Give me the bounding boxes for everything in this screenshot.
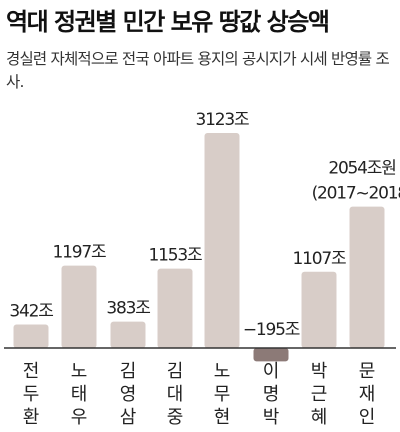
value-label-김대중: 1153조	[149, 246, 202, 266]
category-char: 이	[263, 361, 280, 382]
category-char: 인	[359, 407, 376, 428]
value-label-노무현: 3123조	[196, 110, 249, 130]
category-label-노태우: 노태우	[71, 361, 88, 428]
value-label-김영삼: 383조	[106, 299, 150, 319]
value-label-문재인: 2054조원	[328, 159, 395, 179]
chart-title: 역대 정권별 민간 보유 땅값 상승액	[6, 8, 330, 36]
category-char: 문	[359, 361, 376, 382]
category-char: 현	[214, 407, 231, 428]
category-char: 태	[71, 384, 88, 405]
bar-이명박	[253, 348, 289, 362]
category-char: 중	[167, 407, 184, 428]
bar-문재인	[349, 206, 385, 348]
category-char: 두	[23, 384, 40, 405]
category-label-노무현: 노무현	[214, 361, 231, 428]
category-char: 박	[311, 361, 328, 382]
category-label-문재인: 문재인	[359, 361, 376, 428]
category-char: 환	[23, 407, 40, 428]
category-label-김영삼: 김영삼	[120, 361, 137, 428]
category-char: 명	[263, 384, 280, 405]
value-note-문재인: (2017~2018)	[312, 184, 400, 204]
category-char: 노	[214, 361, 231, 382]
bar-노무현	[204, 133, 240, 348]
category-char: 근	[311, 384, 328, 405]
category-char: 김	[167, 361, 184, 382]
category-char: 김	[120, 361, 137, 382]
category-char: 우	[71, 407, 88, 428]
value-label-전두환: 342조	[9, 301, 53, 321]
chart-subtitle: 경실련 자체적으로 전국 아파트 용지의 공시지가 시세 반영률 조사.	[6, 50, 390, 91]
bar-김영삼	[110, 321, 146, 348]
category-char: 삼	[120, 407, 137, 428]
category-char: 혜	[311, 407, 328, 428]
bar-김대중	[157, 268, 193, 348]
category-label-전두환: 전두환	[23, 361, 40, 428]
category-label-이명박: 이명박	[263, 361, 280, 428]
bar-박근혜	[301, 271, 337, 348]
category-char: 영	[120, 384, 137, 405]
category-char: 무	[214, 384, 231, 405]
category-char: 전	[23, 361, 40, 382]
value-label-박근혜: 1107조	[293, 249, 346, 269]
category-char: 노	[71, 361, 88, 382]
bar-전두환	[13, 324, 49, 348]
bar-노태우	[61, 265, 97, 348]
category-char: 재	[359, 384, 376, 405]
value-label-노태우: 1197조	[53, 243, 106, 263]
value-label-이명박: −195조	[243, 320, 300, 340]
category-char: 대	[167, 384, 184, 405]
category-label-박근혜: 박근혜	[311, 361, 328, 428]
category-char: 박	[263, 407, 280, 428]
category-label-김대중: 김대중	[167, 361, 184, 428]
